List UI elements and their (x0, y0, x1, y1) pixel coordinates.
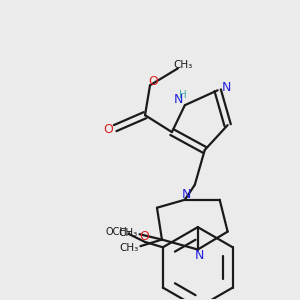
Text: N: N (221, 81, 231, 94)
Text: O: O (139, 230, 149, 243)
Text: N: N (174, 93, 183, 106)
Text: O: O (148, 75, 158, 88)
Text: CH₃: CH₃ (119, 243, 139, 253)
Text: CH₃: CH₃ (118, 228, 138, 238)
Text: N: N (181, 188, 191, 201)
Text: O: O (103, 123, 112, 136)
Text: OCH₃: OCH₃ (106, 227, 131, 237)
Text: N: N (194, 249, 204, 262)
Text: H: H (179, 90, 187, 100)
Text: CH₃: CH₃ (174, 60, 193, 70)
